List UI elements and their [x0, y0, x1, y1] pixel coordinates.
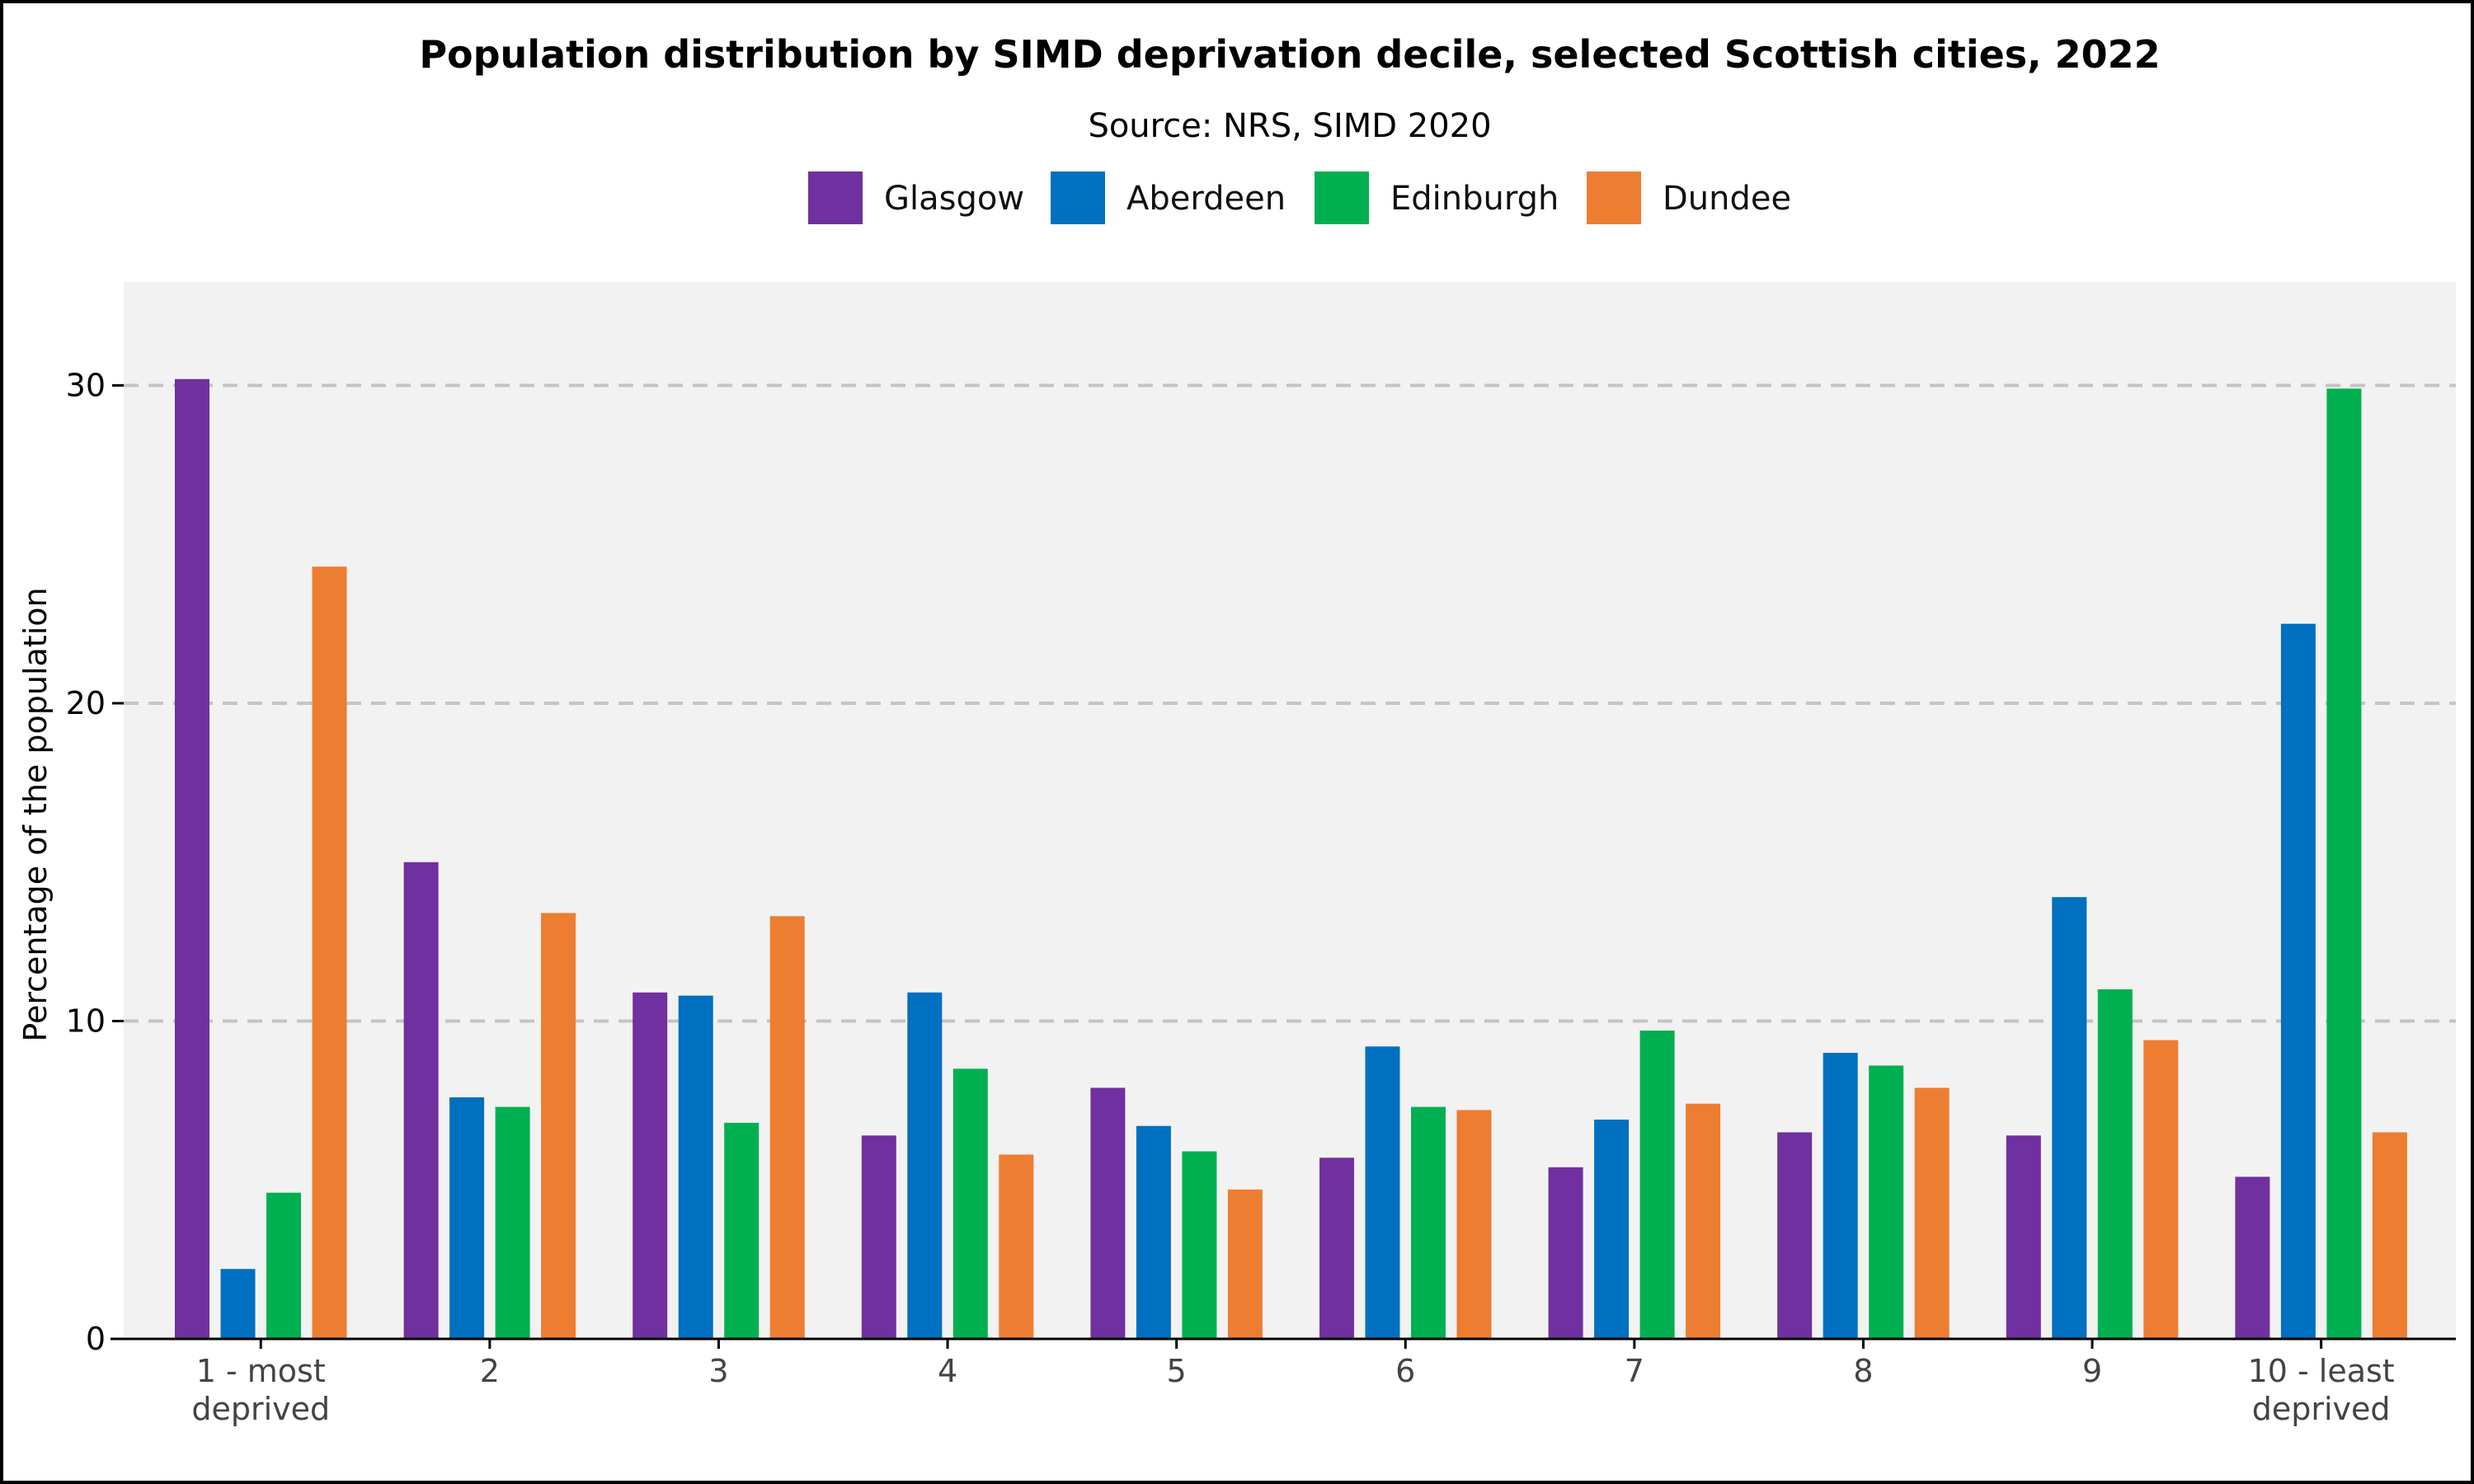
x-tick-label: 1 - most deprived — [191, 1353, 330, 1427]
x-tick-label: 5 — [1167, 1353, 1187, 1389]
bar-dundee-1 — [312, 566, 347, 1339]
bar-glasgow-5 — [1090, 1087, 1126, 1339]
bar-glasgow-7 — [1548, 1167, 1583, 1339]
x-tick-label: 7 — [1625, 1353, 1644, 1389]
y-tick-label: 10 — [66, 1003, 106, 1040]
chart-subtitle: Source: NRS, SIMD 2020 — [1088, 107, 1491, 145]
chart: Population distribution by SIMD deprivat… — [17, 32, 2456, 1427]
bar-dundee-10 — [2372, 1132, 2407, 1339]
bars — [175, 378, 2407, 1340]
bar-dundee-4 — [999, 1154, 1034, 1339]
y-tick-label: 20 — [66, 685, 106, 721]
y-tick-label: 0 — [86, 1321, 106, 1357]
x-tick-label: 9 — [2082, 1353, 2102, 1389]
bar-aberdeen-5 — [1136, 1125, 1171, 1339]
x-axis: 1 - most deprived 2 3 4 5 6 7 8 9 10 - least depriv… — [191, 1339, 2395, 1427]
bar-glasgow-3 — [633, 992, 668, 1339]
x-tick-label: 8 — [1853, 1353, 1873, 1389]
bar-aberdeen-8 — [1823, 1053, 1858, 1339]
bar-edinburgh-3 — [724, 1122, 760, 1339]
bar-aberdeen-4 — [907, 992, 943, 1339]
bar-aberdeen-7 — [1594, 1120, 1630, 1339]
bar-edinburgh-6 — [1411, 1106, 1446, 1339]
bar-glasgow-2 — [403, 862, 439, 1339]
bar-glasgow-6 — [1319, 1158, 1354, 1339]
legend-label-glasgow: Glasgow — [884, 180, 1024, 218]
legend-swatch-glasgow — [808, 171, 863, 224]
x-tick-label: 10 - least deprived — [2248, 1353, 2395, 1427]
bar-aberdeen-1 — [220, 1269, 256, 1339]
y-tick-label: 30 — [66, 368, 106, 404]
bar-glasgow-8 — [1777, 1132, 1813, 1339]
bar-edinburgh-7 — [1639, 1031, 1675, 1339]
x-tick-label: 3 — [708, 1353, 728, 1389]
bar-edinburgh-1 — [266, 1192, 301, 1339]
bar-edinburgh-5 — [1182, 1151, 1217, 1339]
x-tick-label: 4 — [938, 1353, 957, 1389]
legend-swatch-dundee — [1587, 171, 1641, 224]
bar-glasgow-1 — [175, 378, 209, 1339]
bar-edinburgh-8 — [1869, 1065, 1904, 1339]
bar-aberdeen-9 — [2052, 897, 2087, 1339]
bar-edinburgh-2 — [495, 1106, 530, 1339]
legend-label-aberdeen: Aberdeen — [1126, 180, 1286, 218]
bar-aberdeen-6 — [1365, 1046, 1400, 1339]
bar-dundee-5 — [1227, 1189, 1263, 1339]
legend-label-dundee: Dundee — [1663, 180, 1791, 218]
bar-dundee-3 — [769, 916, 805, 1339]
x-tick-label: 6 — [1395, 1353, 1415, 1389]
bar-edinburgh-9 — [2097, 989, 2133, 1339]
x-tick-label: 2 — [480, 1353, 500, 1389]
bar-aberdeen-3 — [678, 995, 713, 1339]
bar-glasgow-9 — [2006, 1135, 2041, 1339]
y-axis: 0 10 20 30 — [66, 368, 124, 1357]
legend-label-edinburgh: Edinburgh — [1390, 180, 1559, 218]
bar-aberdeen-2 — [449, 1097, 485, 1339]
bar-edinburgh-4 — [952, 1068, 988, 1339]
bar-glasgow-4 — [861, 1135, 896, 1339]
bar-dundee-6 — [1456, 1110, 1492, 1339]
chart-title: Population distribution by SIMD deprivat… — [419, 32, 2160, 77]
legend-swatch-aberdeen — [1051, 171, 1105, 224]
legend-swatch-edinburgh — [1315, 171, 1369, 224]
y-axis-title: Percentage of the population — [17, 587, 54, 1041]
bar-edinburgh-10 — [2326, 388, 2362, 1340]
legend: Glasgow Aberdeen Edinburgh Dundee — [808, 171, 1791, 224]
bar-dundee-8 — [1914, 1087, 1950, 1339]
bar-dundee-9 — [2143, 1040, 2179, 1339]
bar-glasgow-10 — [2235, 1176, 2270, 1339]
bar-dundee-2 — [541, 913, 576, 1339]
bar-dundee-7 — [1686, 1103, 1721, 1339]
bar-aberdeen-10 — [2280, 623, 2316, 1339]
